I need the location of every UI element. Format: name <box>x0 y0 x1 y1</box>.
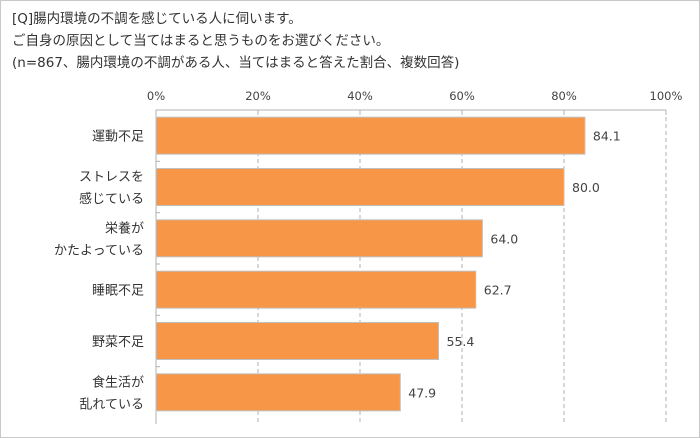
x-tick-label: 100% <box>650 89 683 103</box>
question-line-1: [Q]腸内環境の不調を感じている人に伺います。 <box>12 11 302 27</box>
category-label: かたよっている <box>54 243 144 258</box>
category-label: 運動不足 <box>92 130 144 145</box>
value-label: 84.1 <box>593 129 621 144</box>
x-tick-label: 60% <box>449 89 475 103</box>
value-label: 80.0 <box>572 180 600 195</box>
x-tick-label: 40% <box>347 89 373 103</box>
chart-question: [Q]腸内環境の不調を感じている人に伺います。 ご自身の原因として当てはまると思… <box>12 8 459 74</box>
category-label: 乱れている <box>79 397 144 412</box>
category-label: 感じている <box>79 191 144 207</box>
category-label: ストレスを <box>79 170 144 185</box>
bar <box>155 219 483 258</box>
category-label: 栄養が <box>105 220 144 236</box>
value-label: 55.4 <box>447 334 475 349</box>
value-label: 62.7 <box>484 283 512 298</box>
bar <box>155 322 440 360</box>
category-label: 野菜不足 <box>92 335 144 350</box>
bar <box>155 270 477 309</box>
question-line-3: (n=867、腸内環境の不調がある人、当てはまると答えた割合、複数回答) <box>12 55 460 71</box>
x-tick-label: 20% <box>245 89 271 103</box>
bar <box>155 168 565 206</box>
x-tick-label: 80% <box>551 89 577 103</box>
value-label: 64.0 <box>490 231 518 246</box>
category-label: 睡眠不足 <box>92 284 144 299</box>
value-label: 47.9 <box>408 385 436 400</box>
x-tick-label: 0% <box>147 89 165 103</box>
bar <box>155 373 401 412</box>
bar <box>155 116 586 155</box>
category-label: 食生活が <box>92 374 144 390</box>
question-line-2: ご自身の原因として当てはまると思うものをお選びください。 <box>12 33 390 49</box>
